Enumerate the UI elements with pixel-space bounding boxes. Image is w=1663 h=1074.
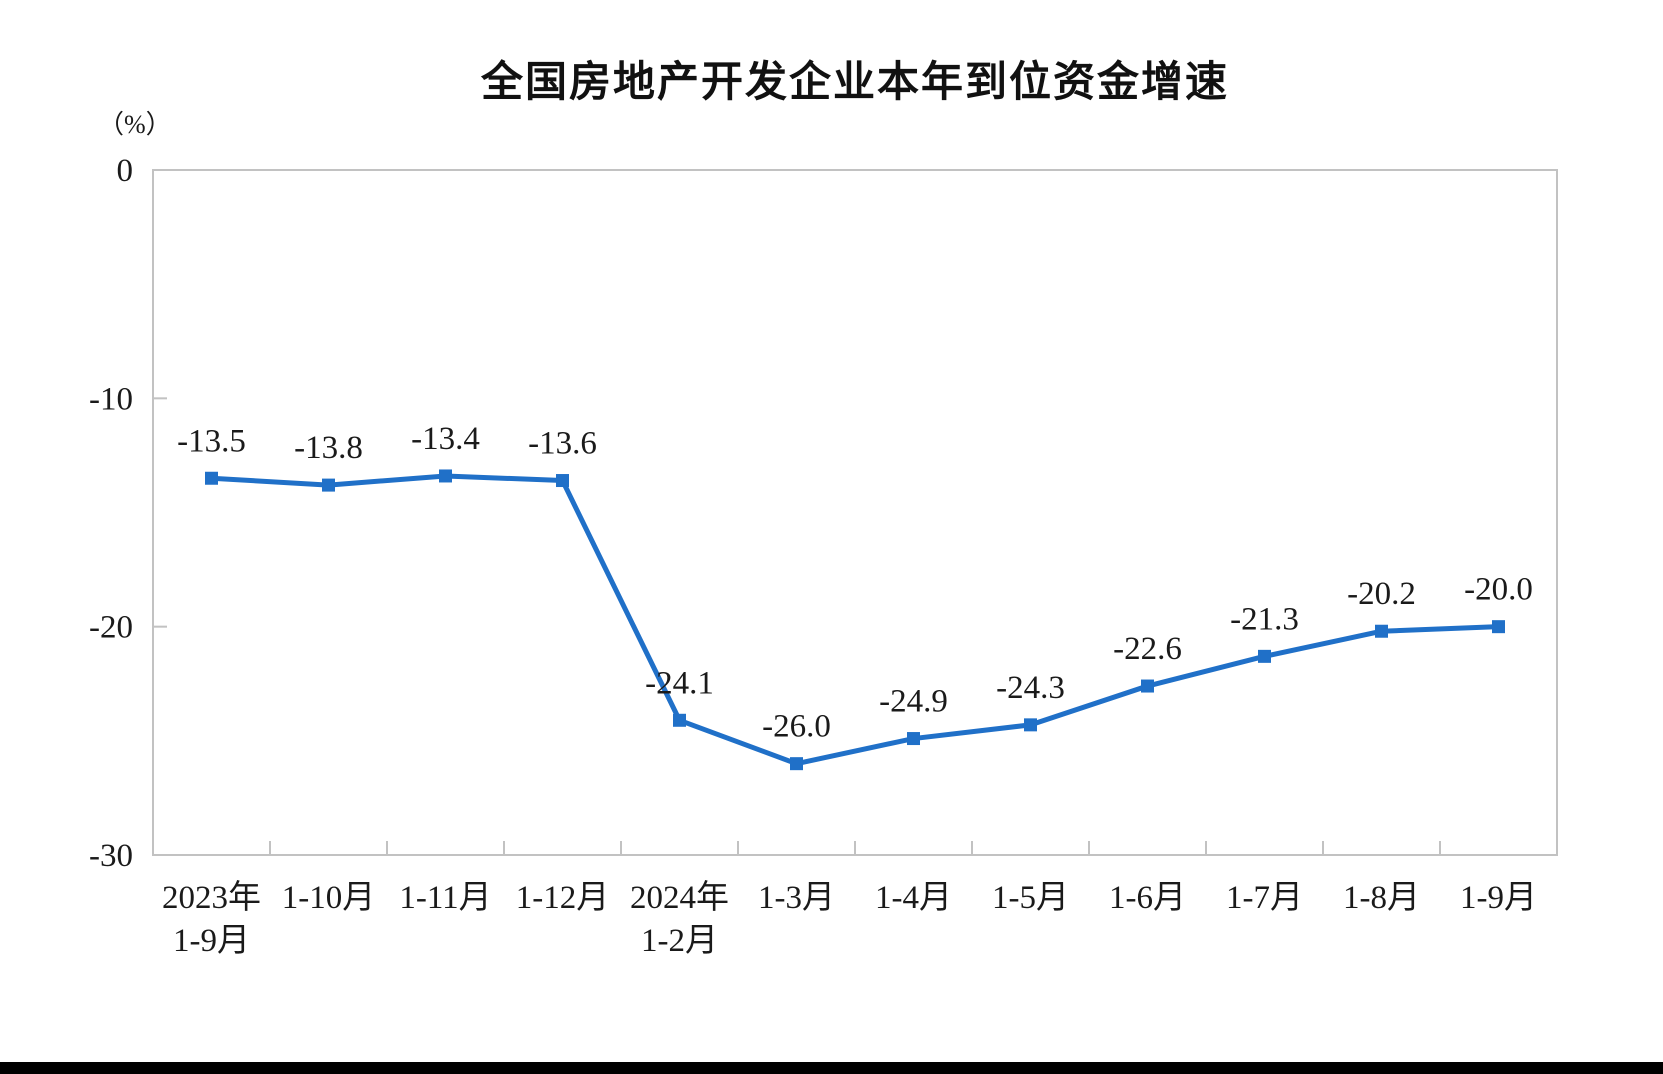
x-tick-label: 1-8月 xyxy=(1343,880,1420,916)
x-tick-label-line2: 1-2月 xyxy=(641,923,718,959)
data-point-marker xyxy=(1024,718,1037,732)
data-point-marker xyxy=(322,478,335,492)
data-line xyxy=(209,473,1501,767)
x-tick-label: 1-10月 xyxy=(282,880,376,916)
x-tick-label: 1-4月 xyxy=(875,880,952,916)
data-point-label: -13.5 xyxy=(177,423,246,459)
x-tick-label: 1-5月 xyxy=(992,880,1069,916)
x-tick-label-line2: 1-9月 xyxy=(173,923,250,959)
data-point-label: -24.9 xyxy=(879,684,948,720)
data-point-marker xyxy=(439,469,452,483)
data-point-marker xyxy=(907,732,920,746)
data-point-marker xyxy=(673,713,686,727)
x-tick-label: 1-3月 xyxy=(758,880,835,916)
x-tick-label: 1-11月 xyxy=(399,880,491,916)
y-tick-label: -30 xyxy=(89,838,133,874)
y-axis-unit-label: （%） xyxy=(98,110,172,139)
data-point-label: -13.4 xyxy=(411,421,480,457)
y-tick-label: -20 xyxy=(89,610,133,646)
y-tick-label: -10 xyxy=(89,381,133,417)
data-point-label: -21.3 xyxy=(1230,601,1299,637)
x-tick-label: 2024年 xyxy=(630,879,729,916)
data-point-marker xyxy=(1258,649,1271,663)
data-point-marker xyxy=(790,757,803,771)
data-point-label: -20.2 xyxy=(1347,576,1416,612)
data-point-label: -13.8 xyxy=(294,430,363,466)
data-point-label: -24.1 xyxy=(645,665,714,701)
data-point-marker xyxy=(205,471,218,485)
y-tick-label: 0 xyxy=(117,153,134,189)
data-point-marker xyxy=(556,474,569,488)
x-tick-label: 1-9月 xyxy=(1460,880,1537,916)
data-point-marker xyxy=(1141,679,1154,693)
data-point-marker xyxy=(1375,624,1388,638)
x-tick-label: 1-6月 xyxy=(1109,880,1186,916)
data-point-label: -13.6 xyxy=(528,426,597,462)
data-point-marker xyxy=(1492,620,1505,634)
x-tick-label: 1-12月 xyxy=(516,880,610,916)
data-point-label: -26.0 xyxy=(762,709,831,745)
chart-title: 全国房地产开发企业本年到位资金增速 xyxy=(480,58,1229,105)
x-tick-label: 1-7月 xyxy=(1226,880,1303,916)
x-tick-label: 2023年 xyxy=(162,879,261,916)
data-point-label: -22.6 xyxy=(1113,631,1182,667)
data-point-label: -24.3 xyxy=(996,670,1065,706)
bottom-bar xyxy=(0,1062,1663,1074)
data-point-label: -20.0 xyxy=(1464,572,1533,608)
